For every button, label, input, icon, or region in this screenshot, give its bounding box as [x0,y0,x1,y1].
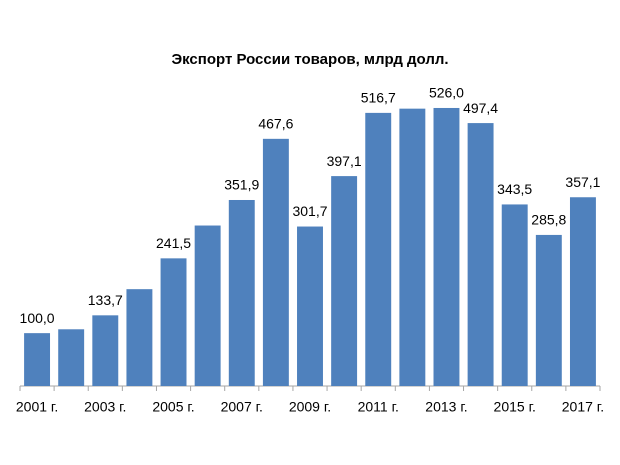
x-tick-label: 2011 г. [358,399,399,415]
bar [501,204,528,386]
chart-title: Экспорт России товаров, млрд долл. [171,51,448,68]
x-tick-label: 2005 г. [152,399,194,415]
x-tick-label: 2001 г. [16,399,58,415]
bar [297,226,323,386]
bar [467,123,494,387]
data-label: 351,9 [224,177,259,193]
bar [569,197,596,386]
bar [194,225,221,386]
x-tick-label: 2003 г. [84,399,126,415]
data-label: 285,8 [531,212,566,228]
x-tick-label: 2015 г. [494,399,536,415]
data-label: 241,5 [156,235,191,251]
bar [228,199,255,386]
data-label: 497,4 [463,100,498,116]
data-label: 397,1 [327,153,362,169]
x-tick-label: 2007 г. [221,399,263,415]
bar [433,107,460,386]
x-tick-label: 2017 г. [562,399,604,415]
data-label: 526,0 [429,85,464,101]
bar [399,108,426,386]
bar [365,112,392,386]
x-tick-label: 2013 г. [425,399,467,415]
data-label: 133,7 [88,292,123,308]
data-label: 301,7 [292,203,327,219]
data-label: 343,5 [497,181,532,197]
bar [92,315,119,386]
bar [24,333,51,386]
bar [262,138,289,386]
bar [331,176,358,386]
bar [535,234,562,386]
data-label: 357,1 [565,174,600,190]
data-label: 516,7 [361,90,396,106]
x-tick-label: 2009 г. [289,399,331,415]
data-label: 100,0 [20,310,55,326]
bar [160,258,187,386]
bar [126,289,153,386]
bar [58,329,85,386]
data-label: 467,6 [258,116,293,132]
